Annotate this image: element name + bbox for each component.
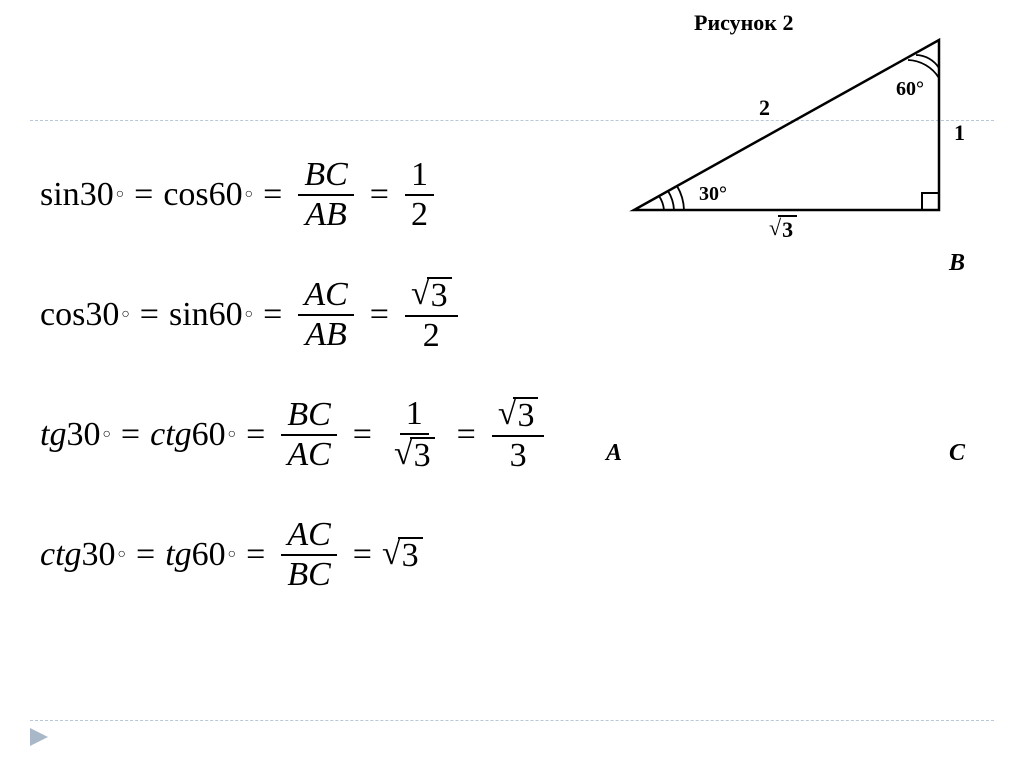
figure-title: Рисунок 2 xyxy=(694,10,793,36)
side-ab-label: 2 xyxy=(759,95,770,121)
equation-row-3: ctg30○=tg60○=ACBC=√3 xyxy=(40,510,550,600)
corner-marker-icon xyxy=(30,728,52,755)
equations-block: sin30○=cos60○=BCAB=12 cos30○=sin60○=ACAB=… xyxy=(40,150,550,630)
angle-b-label: 60° xyxy=(896,78,924,101)
bottom-dashed-line xyxy=(30,720,994,721)
equation-row-2: tg30○=ctg60○=BCAC=1√3=√33 xyxy=(40,390,550,480)
angle-a-label: 30° xyxy=(699,183,727,206)
triangle-diagram xyxy=(624,10,994,240)
side-ac-label: √3 xyxy=(769,215,797,243)
side-bc-label: 1 xyxy=(954,120,965,146)
equation-row-0: sin30○=cos60○=BCAB=12 xyxy=(40,150,550,240)
equation-row-1: cos30○=sin60○=ACAB=√32 xyxy=(40,270,550,360)
figure-2: Рисунок 2 A B C 30° 60° 2 1 √3 xyxy=(624,10,994,240)
